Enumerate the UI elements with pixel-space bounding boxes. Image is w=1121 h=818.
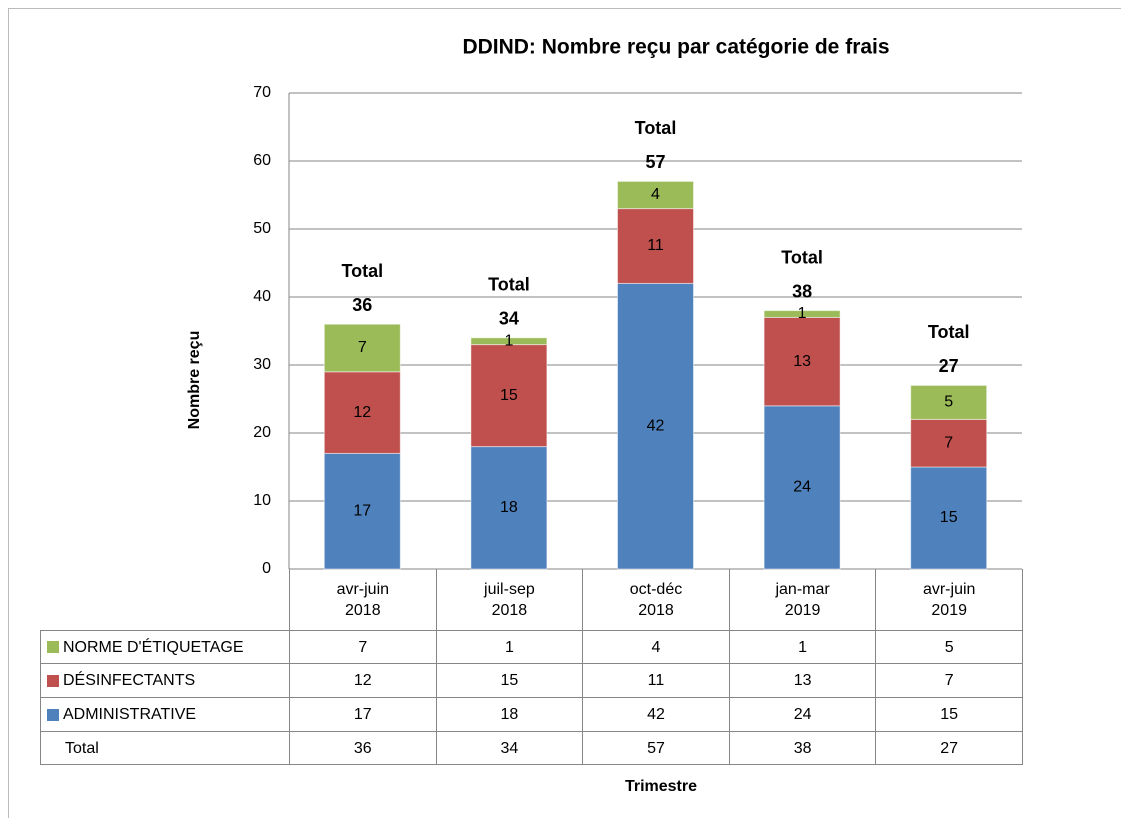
- data-label: 11: [647, 237, 664, 254]
- data-label: 4: [651, 186, 660, 203]
- bar-segment: [470, 344, 548, 448]
- table-cell: 4: [582, 630, 730, 664]
- y-tick-label: 0: [262, 560, 271, 577]
- table-cell: 12: [289, 663, 437, 698]
- y-tick-label: 50: [253, 220, 271, 237]
- bar-segment: [617, 282, 694, 570]
- data-label: 1: [504, 332, 513, 349]
- data-label: 42: [647, 417, 665, 434]
- table-cell: 7: [289, 630, 437, 664]
- legend-entry: ADMINISTRATIVE: [40, 697, 290, 732]
- table-cell: 42: [582, 697, 730, 732]
- total-label: Total: [781, 247, 823, 267]
- table-header: avr-juin 2019: [875, 569, 1023, 631]
- table-cell: 1: [728, 630, 877, 664]
- table-cell: 27: [875, 731, 1023, 765]
- y-tick-label: 20: [253, 424, 271, 441]
- legend-entry: DÉSINFECTANTS: [40, 663, 290, 698]
- data-label: 7: [944, 434, 953, 451]
- bar-segment: [763, 405, 841, 570]
- bar-segment: [470, 337, 548, 346]
- bar-segment: [910, 466, 988, 570]
- table-cell: 34: [435, 731, 584, 765]
- total-value: 36: [352, 295, 372, 315]
- legend-key: [47, 674, 59, 687]
- bar-segment: [617, 208, 694, 284]
- bar-segment: [323, 323, 401, 373]
- table-cell: 11: [582, 663, 730, 698]
- bar-segment: [763, 316, 841, 407]
- y-tick-label: 70: [253, 84, 271, 101]
- bar-segment: [617, 180, 694, 210]
- legend-entry: NORME D'ÉTIQUETAGE: [40, 630, 290, 664]
- legend-key: [47, 708, 59, 721]
- legend-label: DÉSINFECTANTS: [63, 672, 196, 689]
- table-header: avr-juin 2018: [289, 569, 437, 631]
- data-label: 13: [793, 353, 811, 370]
- legend-label: ADMINISTRATIVE: [63, 706, 197, 723]
- legend-label: NORME D'ÉTIQUETAGE: [63, 638, 244, 656]
- data-label: 15: [940, 509, 958, 526]
- table-header: juil-sep 2018: [435, 569, 584, 631]
- y-tick-label: 30: [253, 356, 271, 373]
- chart-title: DDIND: Nombre reçu par catégorie de frai…: [462, 36, 889, 59]
- y-tick-label: 60: [253, 152, 271, 169]
- data-label: 18: [500, 499, 518, 516]
- y-tick-label: 40: [253, 288, 271, 305]
- data-label: 7: [358, 339, 367, 356]
- total-label: Total: [341, 261, 383, 281]
- table-cell: 1: [435, 630, 584, 664]
- total-label: Total: [488, 275, 530, 295]
- bar-segment: [910, 418, 988, 468]
- bar-segment: [910, 384, 988, 420]
- data-label: 12: [353, 404, 371, 421]
- table-cell: 15: [875, 697, 1023, 732]
- total-value: 34: [499, 309, 519, 329]
- data-label: 1: [798, 305, 807, 322]
- table-cell: 36: [289, 731, 437, 765]
- data-label: 17: [353, 502, 371, 519]
- table-header: oct-déc 2018: [582, 569, 730, 631]
- table-cell: 24: [728, 697, 877, 732]
- y-axis-title: Nombre reçu: [186, 331, 203, 430]
- table-cell: 13: [728, 663, 877, 698]
- table-cell: 38: [728, 731, 877, 765]
- data-label: 15: [500, 387, 518, 404]
- table-header: jan-mar 2019: [728, 569, 877, 631]
- table-cell: 18: [435, 697, 584, 732]
- x-axis-title: Trimestre: [625, 778, 697, 795]
- total-label: Total: [928, 322, 970, 342]
- table-row-label: Total: [40, 731, 290, 765]
- legend-key: [47, 641, 59, 653]
- table-cell: 57: [582, 731, 730, 765]
- data-label: 5: [944, 394, 953, 411]
- y-tick-label: 10: [253, 492, 271, 509]
- total-value: 27: [939, 356, 959, 376]
- total-label: Total: [635, 118, 677, 138]
- frame: [8, 8, 1121, 818]
- table-cell: 17: [289, 697, 437, 732]
- total-value: 38: [792, 281, 812, 301]
- table-cell: 15: [435, 663, 584, 698]
- bar-segment: [763, 310, 841, 318]
- table-cell: 7: [875, 663, 1023, 698]
- table-cell: 5: [875, 630, 1023, 664]
- data-label: 24: [793, 479, 811, 496]
- total-value: 57: [645, 152, 665, 172]
